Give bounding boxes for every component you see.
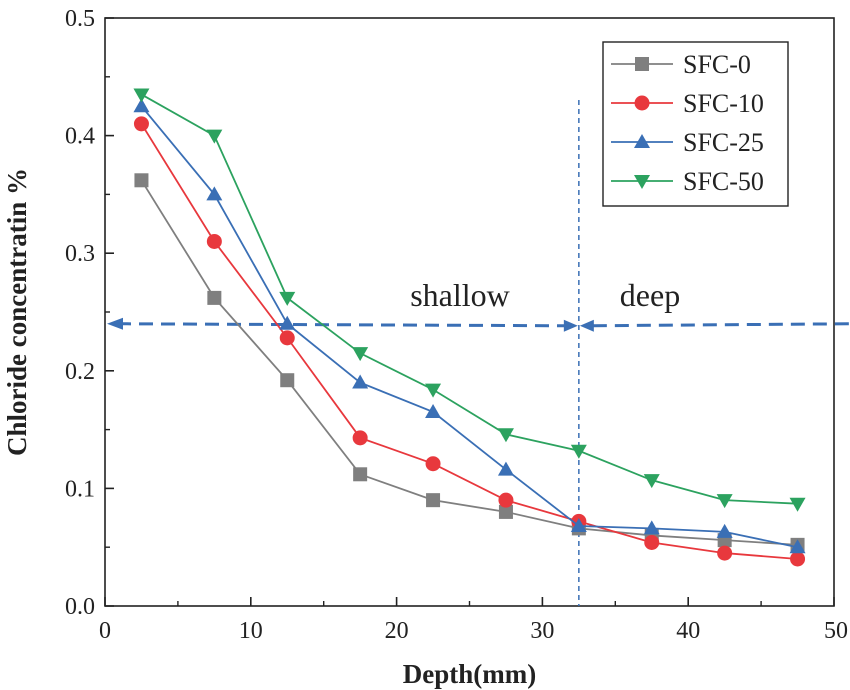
- series-layer: [133, 88, 806, 567]
- data-point: [570, 518, 587, 533]
- legend-entry: SFC-25: [611, 128, 764, 157]
- data-point: [352, 430, 368, 446]
- series-sfc-25: [133, 98, 806, 554]
- shallow-right-arrowhead: [563, 319, 578, 332]
- data-point: [570, 444, 587, 459]
- legend-box: [602, 41, 789, 207]
- legend-label: SFC-50: [683, 167, 764, 196]
- data-point: [206, 186, 223, 201]
- x-tick-label: 40: [676, 618, 700, 644]
- deep-label: deep: [620, 277, 680, 313]
- data-point: [426, 493, 441, 508]
- y-tick-label: 0.0: [65, 594, 95, 620]
- data-point: [133, 88, 150, 103]
- x-tick-label: 30: [530, 618, 554, 644]
- x-tick-label: 20: [385, 618, 409, 644]
- data-point: [206, 129, 223, 144]
- data-point: [716, 523, 733, 538]
- legend-marker: [634, 95, 650, 111]
- deep-arrow-line: [592, 322, 850, 328]
- data-point: [133, 116, 149, 132]
- y-tick-label: 0.4: [65, 124, 95, 150]
- series-line: [140, 179, 798, 546]
- data-point: [352, 347, 369, 362]
- data-point: [279, 315, 296, 330]
- x-tick-label: 10: [239, 618, 263, 644]
- series-line: [140, 105, 798, 549]
- data-point: [425, 383, 442, 398]
- legend-label: SFC-10: [683, 89, 764, 118]
- x-tick-label: 50: [824, 618, 848, 644]
- y-tick-label: 0.2: [65, 359, 95, 385]
- legend-marker: [635, 57, 649, 71]
- data-point: [425, 456, 441, 472]
- deep-left-arrowhead: [579, 319, 594, 332]
- data-point: [207, 290, 222, 305]
- y-tick-label: 0.3: [65, 241, 95, 267]
- legend-marker: [634, 175, 650, 189]
- legend-marker: [634, 134, 650, 148]
- series-sfc-50: [133, 88, 806, 512]
- legend-label: SFC-25: [683, 128, 764, 157]
- data-point: [716, 494, 733, 509]
- y-tick-label: 0.1: [65, 476, 95, 502]
- x-tick-label: 0: [99, 618, 111, 644]
- series-line: [141, 93, 798, 505]
- data-point: [790, 551, 806, 567]
- x-axis-title: Depth(mm): [403, 659, 536, 689]
- data-point: [206, 233, 222, 249]
- shallow-left-arrowhead: [107, 317, 123, 330]
- data-point: [644, 534, 660, 550]
- series-sfc-10: [133, 116, 806, 567]
- shallow-label: shallow: [410, 277, 510, 313]
- y-tick-label: 0.5: [65, 6, 95, 32]
- x-axis-ticks: 0 10 20 30 40 50: [99, 597, 848, 644]
- data-point: [643, 520, 660, 535]
- legend-entry: SFC-50: [611, 167, 764, 196]
- data-point: [497, 428, 514, 443]
- y-axis-ticks: 0.0 0.1 0.2 0.3 0.4 0.5: [65, 6, 114, 620]
- y-axis-title: Chloride concentratin %: [2, 168, 32, 456]
- legend-entry: SFC-0: [611, 50, 751, 79]
- legend-label: SFC-0: [683, 50, 751, 79]
- legend-entry: SFC-10: [611, 89, 764, 118]
- data-point: [498, 504, 513, 519]
- data-point: [134, 173, 149, 188]
- annotations: shallow deep: [107, 100, 850, 606]
- series-line: [140, 123, 798, 560]
- data-point: [425, 403, 442, 418]
- data-point: [498, 492, 514, 508]
- data-point: [789, 539, 806, 554]
- legend: SFC-0 SFC-10 SFC-25 SFC-50: [602, 41, 789, 207]
- data-point: [643, 474, 660, 489]
- data-point: [279, 330, 295, 346]
- shallow-arrow-line: [116, 322, 565, 328]
- data-point: [789, 497, 806, 512]
- data-point: [352, 374, 369, 389]
- data-point: [717, 545, 733, 561]
- data-point: [279, 291, 296, 306]
- data-point: [280, 373, 295, 388]
- data-point: [497, 461, 514, 476]
- data-point: [353, 467, 368, 482]
- data-point: [133, 98, 150, 113]
